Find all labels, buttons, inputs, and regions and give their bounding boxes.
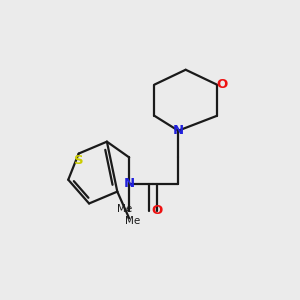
Text: O: O	[217, 78, 228, 91]
Text: N: N	[123, 177, 134, 190]
Text: S: S	[74, 154, 83, 167]
Text: Me: Me	[117, 204, 132, 214]
Text: N: N	[172, 124, 184, 137]
Text: Me: Me	[124, 216, 140, 226]
Text: O: O	[152, 204, 163, 218]
